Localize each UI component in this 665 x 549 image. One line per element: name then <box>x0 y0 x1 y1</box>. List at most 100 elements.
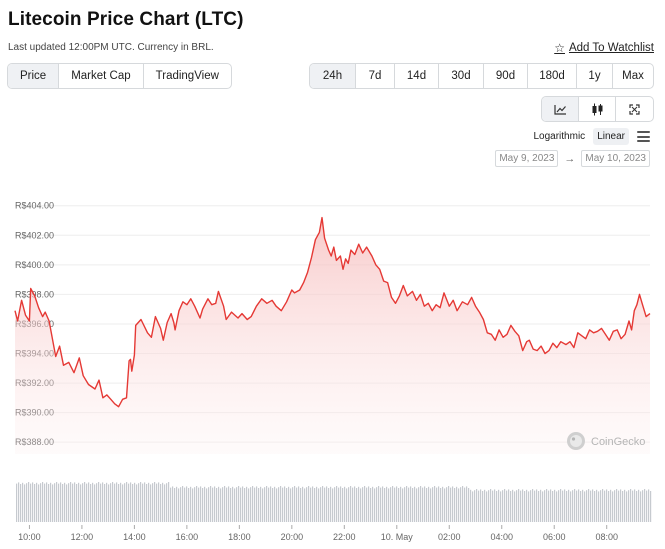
price-line <box>14 216 651 408</box>
scale-logarithmic[interactable]: Logarithmic <box>533 131 586 142</box>
volume-bar <box>216 488 218 522</box>
volume-bar <box>260 486 262 522</box>
tab-tradingview[interactable]: TradingView <box>155 70 219 82</box>
range-14d[interactable]: 14d <box>395 64 439 88</box>
volume-bar <box>70 482 72 522</box>
volume-bar <box>606 489 608 522</box>
range-1y[interactable]: 1y <box>577 64 613 88</box>
volume-bar <box>422 487 424 522</box>
range-90d[interactable]: 90d <box>484 64 528 88</box>
range-max[interactable]: Max <box>622 70 644 82</box>
volume-bar <box>46 482 48 522</box>
volume-bar <box>68 483 70 522</box>
volume-bar <box>542 491 544 522</box>
volume-bar <box>518 489 520 522</box>
volume-bar <box>374 488 376 522</box>
volume-bar <box>438 486 440 522</box>
volume-bar <box>644 489 646 522</box>
range-180d[interactable]: 180d <box>528 64 577 88</box>
volume-bar <box>602 489 604 522</box>
volume-bar <box>60 482 62 522</box>
volume-bar <box>252 486 254 522</box>
volume-bar <box>80 484 82 522</box>
add-to-watchlist-link[interactable]: ☆ Add To Watchlist <box>554 41 654 55</box>
volume-bar <box>384 488 386 522</box>
price-chart[interactable]: R$404.00R$402.00R$400.00R$398.00R$396.00… <box>0 176 665 549</box>
volume-bar <box>536 489 538 522</box>
volume-bar <box>346 488 348 522</box>
date-from-field[interactable]: May 9, 2023 <box>495 150 559 167</box>
volume-bar <box>170 487 172 522</box>
volume-bar <box>402 488 404 522</box>
volume-bar <box>614 490 616 522</box>
volume-bar <box>336 486 338 522</box>
volume-bar <box>496 491 498 522</box>
volume-bar <box>424 486 426 522</box>
candlestick-icon[interactable] <box>579 97 616 121</box>
volume-bar <box>626 491 628 522</box>
volume-bar <box>494 489 496 522</box>
volume-bar <box>100 483 102 522</box>
volume-bar <box>272 488 274 522</box>
volume-bar <box>166 483 168 522</box>
volume-bar <box>520 490 522 522</box>
volume-bar <box>242 486 244 522</box>
date-to-field[interactable]: May 10, 2023 <box>581 150 650 167</box>
volume-bar <box>526 489 528 522</box>
volume-bar <box>530 490 532 522</box>
fullscreen-icon[interactable] <box>616 97 653 121</box>
volume-bar <box>38 484 40 522</box>
volume-bar <box>44 483 46 522</box>
volume-bar <box>208 487 210 522</box>
volume-bar <box>250 487 252 522</box>
volume-bar <box>94 484 96 522</box>
volume-bar <box>586 490 588 522</box>
volume-bar <box>104 484 106 522</box>
volume-bar <box>320 487 322 522</box>
range-7d[interactable]: 7d <box>356 64 395 88</box>
volume-bar <box>622 491 624 522</box>
scale-linear[interactable]: Linear <box>593 128 629 145</box>
volume-bar <box>162 482 164 522</box>
line-chart-icon[interactable] <box>542 97 579 121</box>
volume-bar <box>108 484 110 522</box>
volume-bar <box>280 486 282 522</box>
range-24h[interactable]: 24h <box>310 64 356 88</box>
volume-bar <box>488 490 490 522</box>
tab-market-cap[interactable]: Market Cap <box>59 64 144 88</box>
range-30d[interactable]: 30d <box>439 64 484 88</box>
volume-bar <box>294 486 296 522</box>
volume-bar <box>126 482 128 522</box>
x-axis-labels: 10:00 12:00 14:00 16:00 18:00 20:00 22:00 10. M… <box>18 525 618 542</box>
menu-icon[interactable] <box>637 131 650 142</box>
volume-bar <box>180 487 182 522</box>
volume-bar <box>358 486 360 522</box>
volume-bar <box>124 483 126 522</box>
volume-bar <box>400 486 402 522</box>
volume-bar <box>416 488 418 522</box>
volume-bar <box>360 488 362 522</box>
volume-bar <box>302 486 304 522</box>
volume-bar <box>64 482 66 522</box>
volume-bar <box>524 491 526 522</box>
volume-bar <box>522 489 524 522</box>
volume-bar <box>376 487 378 522</box>
volume-bar <box>532 489 534 522</box>
volume-bar <box>382 486 384 522</box>
coingecko-watermark: CoinGecko <box>567 432 645 450</box>
volume-bar <box>292 487 294 522</box>
volume-bar <box>574 489 576 522</box>
volume-bar <box>220 488 222 522</box>
volume-bar <box>378 486 380 522</box>
volume-bar <box>464 487 466 522</box>
tab-price[interactable]: Price <box>8 64 60 88</box>
volume-bar <box>330 486 332 522</box>
volume-bar <box>638 489 640 522</box>
volume-bars <box>16 482 652 522</box>
volume-bar <box>152 483 154 522</box>
y-tick-label: R$402.00 <box>15 230 54 240</box>
volume-bar <box>510 491 512 522</box>
last-updated-text: Last updated 12:00PM UTC. Currency in BR… <box>8 42 214 53</box>
volume-bar <box>204 486 206 522</box>
volume-bar <box>540 489 542 522</box>
